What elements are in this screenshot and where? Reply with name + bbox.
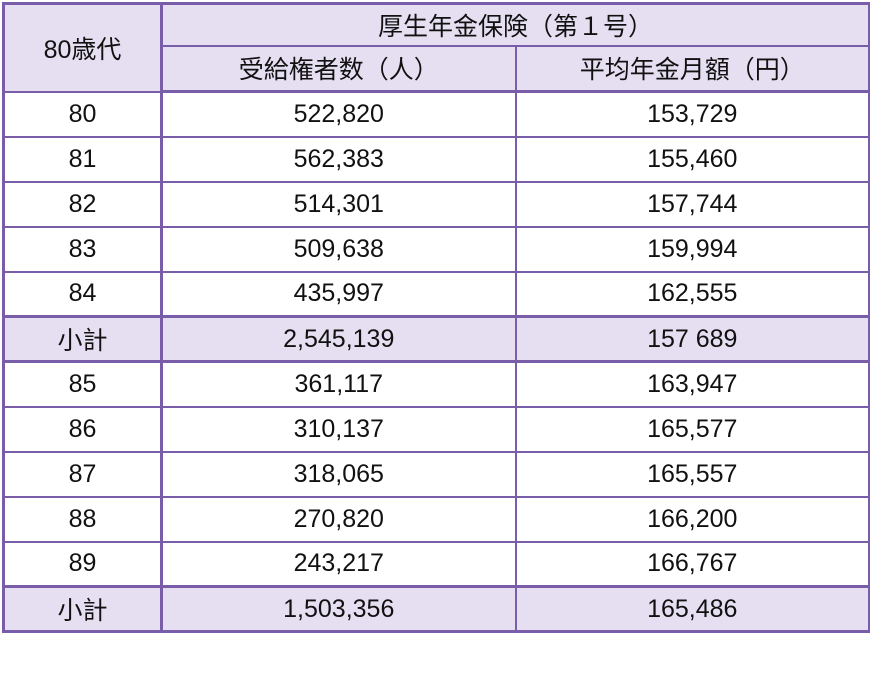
age-cell: 89 xyxy=(2,540,163,588)
recipients-cell: 243,217 xyxy=(160,540,517,588)
recipients-cell: 522,820 xyxy=(160,90,517,138)
header-row-top: 80歳代 厚生年金保険（第１号） xyxy=(2,2,870,93)
table-row: 89 243,217 166,767 xyxy=(2,540,870,588)
recipients-cell: 514,301 xyxy=(160,180,517,228)
table-row: 85 361,117 163,947 xyxy=(2,360,870,408)
recipients-cell: 361,117 xyxy=(160,360,517,408)
age-cell: 82 xyxy=(2,180,163,228)
header-row-sub: 受給権者数（人） 平均年金月額（円） xyxy=(4,44,870,93)
average-cell: 153,729 xyxy=(514,90,870,138)
age-cell: 83 xyxy=(2,225,163,273)
age-group-header: 80歳代 xyxy=(2,2,163,93)
average-cell: 166,200 xyxy=(514,495,870,543)
age-cell: 85 xyxy=(2,360,163,408)
age-cell: 小計 xyxy=(2,585,163,633)
table-row: 80 522,820 153,729 xyxy=(2,90,870,138)
column-header-recipients: 受給権者数（人） xyxy=(160,44,517,93)
age-cell: 小計 xyxy=(2,315,163,363)
table-row: 小計 2,545,139 157 689 xyxy=(2,315,870,363)
recipients-cell: 270,820 xyxy=(160,495,517,543)
average-cell: 163,947 xyxy=(514,360,870,408)
recipients-cell: 562,383 xyxy=(160,135,517,183)
average-cell: 165,577 xyxy=(514,405,870,453)
recipients-cell: 435,997 xyxy=(160,270,517,318)
table-row: 小計 1,503,356 165,486 xyxy=(2,585,870,633)
table-body: 80 522,820 153,729 81 562,383 155,460 82… xyxy=(2,90,870,633)
column-header-average: 平均年金月額（円） xyxy=(514,44,870,93)
recipients-cell: 310,137 xyxy=(160,405,517,453)
table-row: 84 435,997 162,555 xyxy=(2,270,870,318)
average-cell: 166,767 xyxy=(514,540,870,588)
table-row: 88 270,820 166,200 xyxy=(2,495,870,543)
age-cell: 88 xyxy=(2,495,163,543)
recipients-cell: 2,545,139 xyxy=(160,315,517,363)
age-cell: 87 xyxy=(2,450,163,498)
average-cell: 155,460 xyxy=(514,135,870,183)
table-row: 81 562,383 155,460 xyxy=(2,135,870,183)
age-cell: 80 xyxy=(2,90,163,138)
average-cell: 165,486 xyxy=(514,585,870,633)
age-cell: 84 xyxy=(2,270,163,318)
recipients-cell: 318,065 xyxy=(160,450,517,498)
recipients-cell: 1,503,356 xyxy=(160,585,517,633)
recipients-cell: 509,638 xyxy=(160,225,517,273)
average-cell: 162,555 xyxy=(514,270,870,318)
pension-table: 80歳代 厚生年金保険（第１号） 受給権者数（人） 平均年金月額（円） 80 5… xyxy=(2,2,870,633)
table-row: 86 310,137 165,577 xyxy=(2,405,870,453)
average-cell: 157 689 xyxy=(514,315,870,363)
table-row: 83 509,638 159,994 xyxy=(2,225,870,273)
table-row: 82 514,301 157,744 xyxy=(2,180,870,228)
age-cell: 86 xyxy=(2,405,163,453)
table-title: 厚生年金保険（第１号） xyxy=(160,2,870,47)
average-cell: 159,994 xyxy=(514,225,870,273)
age-cell: 81 xyxy=(2,135,163,183)
average-cell: 165,557 xyxy=(514,450,870,498)
average-cell: 157,744 xyxy=(514,180,870,228)
table-row: 87 318,065 165,557 xyxy=(2,450,870,498)
